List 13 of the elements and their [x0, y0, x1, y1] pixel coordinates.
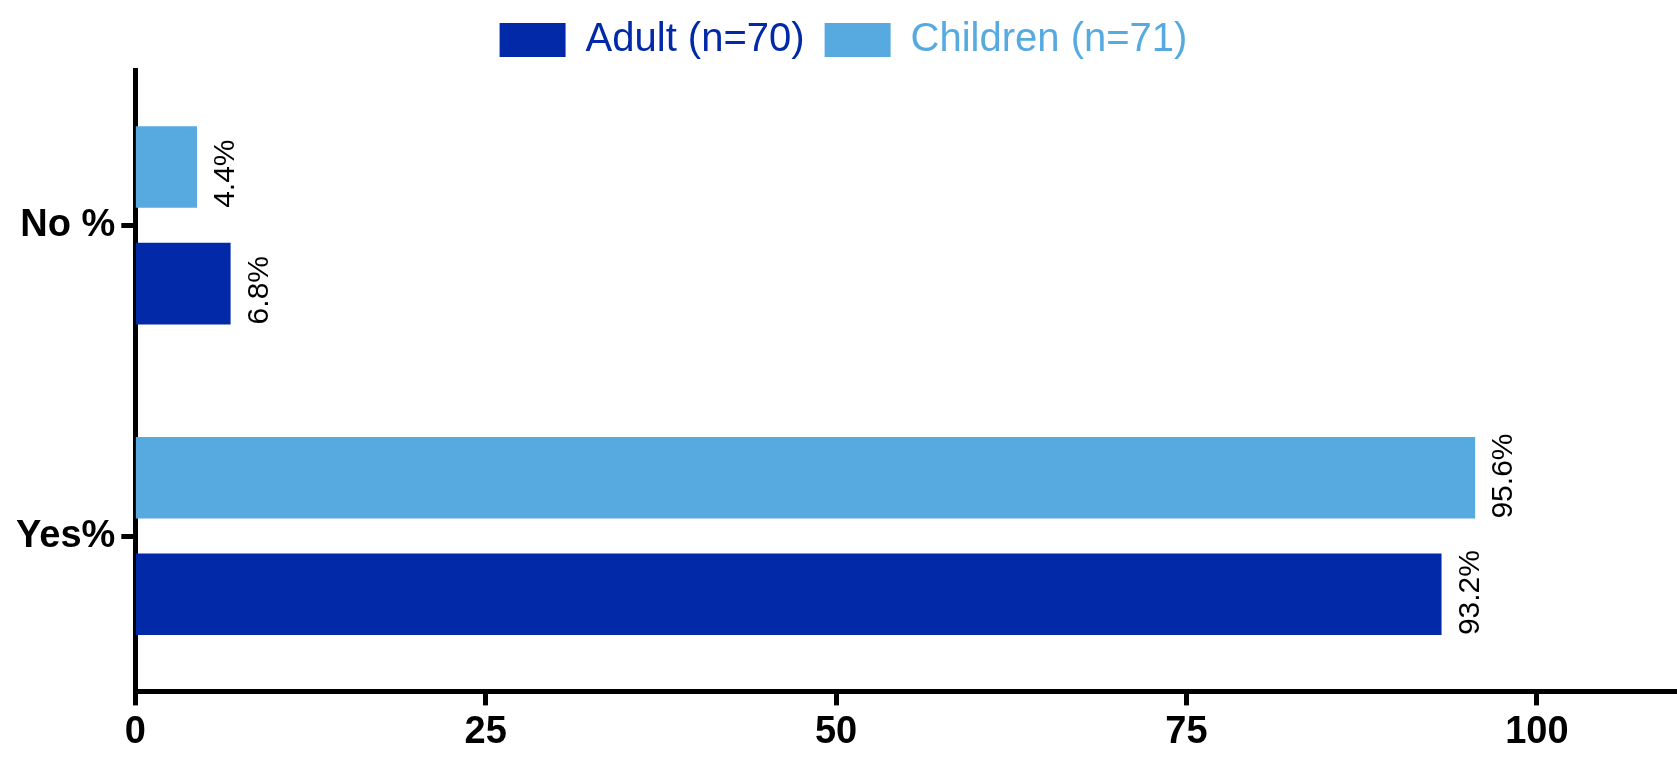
legend-label: Children (n=71) — [910, 15, 1188, 60]
y-tick-label: No % — [20, 201, 116, 244]
data-label: 95.6% — [1485, 433, 1519, 519]
legend-label: Adult (n=70) — [585, 15, 805, 60]
data-label: 4.4% — [207, 139, 241, 208]
x-tick-label: 100 — [1505, 708, 1569, 751]
data-label: 6.8% — [240, 255, 274, 325]
x-tick-label: 0 — [124, 708, 146, 751]
data-label: 93.2% — [1451, 550, 1485, 636]
x-tick-label: 75 — [1165, 708, 1208, 751]
x-tick-label: 25 — [464, 708, 507, 751]
y-tick-label: Yes% — [15, 512, 116, 555]
x-tick-label: 50 — [814, 708, 858, 751]
